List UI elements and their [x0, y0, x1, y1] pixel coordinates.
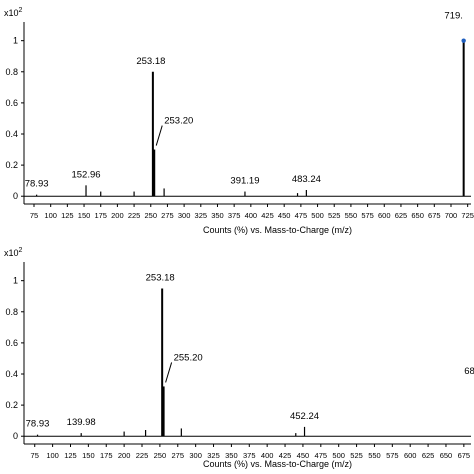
- x-tick-label: 225: [128, 211, 141, 220]
- x-tick-label: 475: [295, 211, 308, 220]
- x-tick-label: 350: [225, 451, 238, 460]
- y-tick-label: 0.6: [5, 338, 18, 348]
- x-axis-label: Counts (%) vs. Mass-to-Charge (m/z): [203, 459, 352, 469]
- x-tick-label: 600: [378, 211, 391, 220]
- peak-label: 68: [464, 366, 474, 377]
- peak-label: 253.20: [164, 116, 193, 127]
- x-tick-label: 500: [332, 451, 345, 460]
- x-tick-label: 400: [261, 451, 274, 460]
- peak-label: 152.96: [71, 169, 100, 180]
- y-tick-label: 0: [13, 431, 18, 441]
- x-tick-label: 150: [82, 451, 95, 460]
- x-tick-label: 200: [111, 211, 124, 220]
- x-tick-label: 100: [46, 451, 59, 460]
- y-tick-label: 0.2: [5, 400, 18, 410]
- y-tick-label: 0.2: [5, 160, 18, 170]
- x-tick-label: 75: [30, 211, 38, 220]
- annotation-leader: [155, 125, 163, 146]
- x-tick-label: 475: [315, 451, 328, 460]
- x-tick-label: 300: [189, 451, 202, 460]
- x-tick-label: 325: [207, 451, 220, 460]
- x-tick-label: 225: [136, 451, 149, 460]
- annotation-leader: [165, 362, 173, 383]
- x-tick-label: 275: [172, 451, 185, 460]
- x-tick-label: 425: [279, 451, 292, 460]
- y-tick-label: 0.8: [5, 307, 18, 317]
- x-tick-label: 175: [100, 451, 113, 460]
- x-tick-label: 600: [404, 451, 417, 460]
- x-tick-label: 375: [243, 451, 256, 460]
- x-tick-label: 250: [154, 451, 167, 460]
- x-tick-label: 650: [411, 211, 424, 220]
- y-multiplier-label: x102: [4, 247, 23, 258]
- x-tick-label: 525: [328, 211, 341, 220]
- y-multiplier-label: x102: [4, 7, 23, 18]
- x-tick-label: 625: [395, 211, 408, 220]
- x-tick-label: 150: [78, 211, 91, 220]
- x-tick-label: 325: [195, 211, 208, 220]
- x-tick-label: 550: [345, 211, 358, 220]
- peak-label: 483.24: [292, 174, 321, 185]
- y-tick-label: 0.8: [5, 67, 18, 77]
- peak-marker: [461, 38, 466, 43]
- x-tick-label: 625: [422, 451, 435, 460]
- x-tick-label: 375: [228, 211, 241, 220]
- x-tick-label: 575: [386, 451, 399, 460]
- peak-label: 78.93: [26, 419, 50, 430]
- x-tick-label: 650: [440, 451, 453, 460]
- x-tick-label: 700: [445, 211, 458, 220]
- x-tick-label: 550: [368, 451, 381, 460]
- x-tick-label: 125: [61, 211, 74, 220]
- y-tick-label: 1: [13, 36, 18, 46]
- x-tick-label: 675: [428, 211, 441, 220]
- x-tick-label: 100: [44, 211, 57, 220]
- y-tick-label: 0.4: [5, 369, 18, 379]
- peak-label: 719.: [444, 11, 463, 22]
- y-tick-label: 0.6: [5, 98, 18, 108]
- x-tick-label: 575: [361, 211, 374, 220]
- peak-label: 253.18: [136, 56, 165, 67]
- x-tick-label: 500: [311, 211, 324, 220]
- peak-label: 255.20: [174, 352, 203, 363]
- peak-label: 452.24: [290, 411, 319, 422]
- x-tick-label: 75: [31, 451, 39, 460]
- x-tick-label: 725: [461, 211, 474, 220]
- peak-label: 391.19: [230, 176, 259, 187]
- y-tick-label: 0: [13, 191, 18, 201]
- peak-label: 253.18: [146, 272, 175, 283]
- y-tick-label: 0.4: [5, 129, 18, 139]
- peak-label: 78.93: [25, 179, 49, 190]
- x-tick-label: 675: [458, 451, 471, 460]
- x-tick-label: 450: [278, 211, 291, 220]
- x-tick-label: 350: [211, 211, 224, 220]
- x-tick-label: 200: [118, 451, 131, 460]
- x-tick-label: 525: [350, 451, 363, 460]
- x-tick-label: 275: [161, 211, 174, 220]
- x-tick-label: 450: [297, 451, 310, 460]
- x-tick-label: 400: [245, 211, 258, 220]
- x-tick-label: 250: [145, 211, 158, 220]
- x-tick-label: 125: [64, 451, 77, 460]
- x-tick-label: 425: [261, 211, 274, 220]
- x-tick-label: 175: [94, 211, 107, 220]
- x-axis-label: Counts (%) vs. Mass-to-Charge (m/z): [203, 225, 352, 235]
- peak-label: 139.98: [67, 417, 96, 428]
- y-tick-label: 1: [13, 276, 18, 286]
- x-tick-label: 300: [178, 211, 191, 220]
